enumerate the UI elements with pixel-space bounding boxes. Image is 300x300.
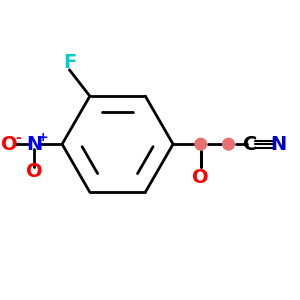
Circle shape bbox=[195, 138, 207, 150]
Text: N: N bbox=[271, 135, 287, 154]
Text: N: N bbox=[26, 135, 43, 154]
Text: F: F bbox=[63, 53, 76, 72]
Text: O: O bbox=[26, 162, 43, 182]
Circle shape bbox=[223, 138, 234, 150]
Text: C: C bbox=[243, 135, 258, 154]
Text: +: + bbox=[38, 131, 49, 144]
Text: O: O bbox=[193, 168, 209, 187]
Text: -: - bbox=[15, 131, 21, 145]
Text: O: O bbox=[1, 135, 18, 154]
